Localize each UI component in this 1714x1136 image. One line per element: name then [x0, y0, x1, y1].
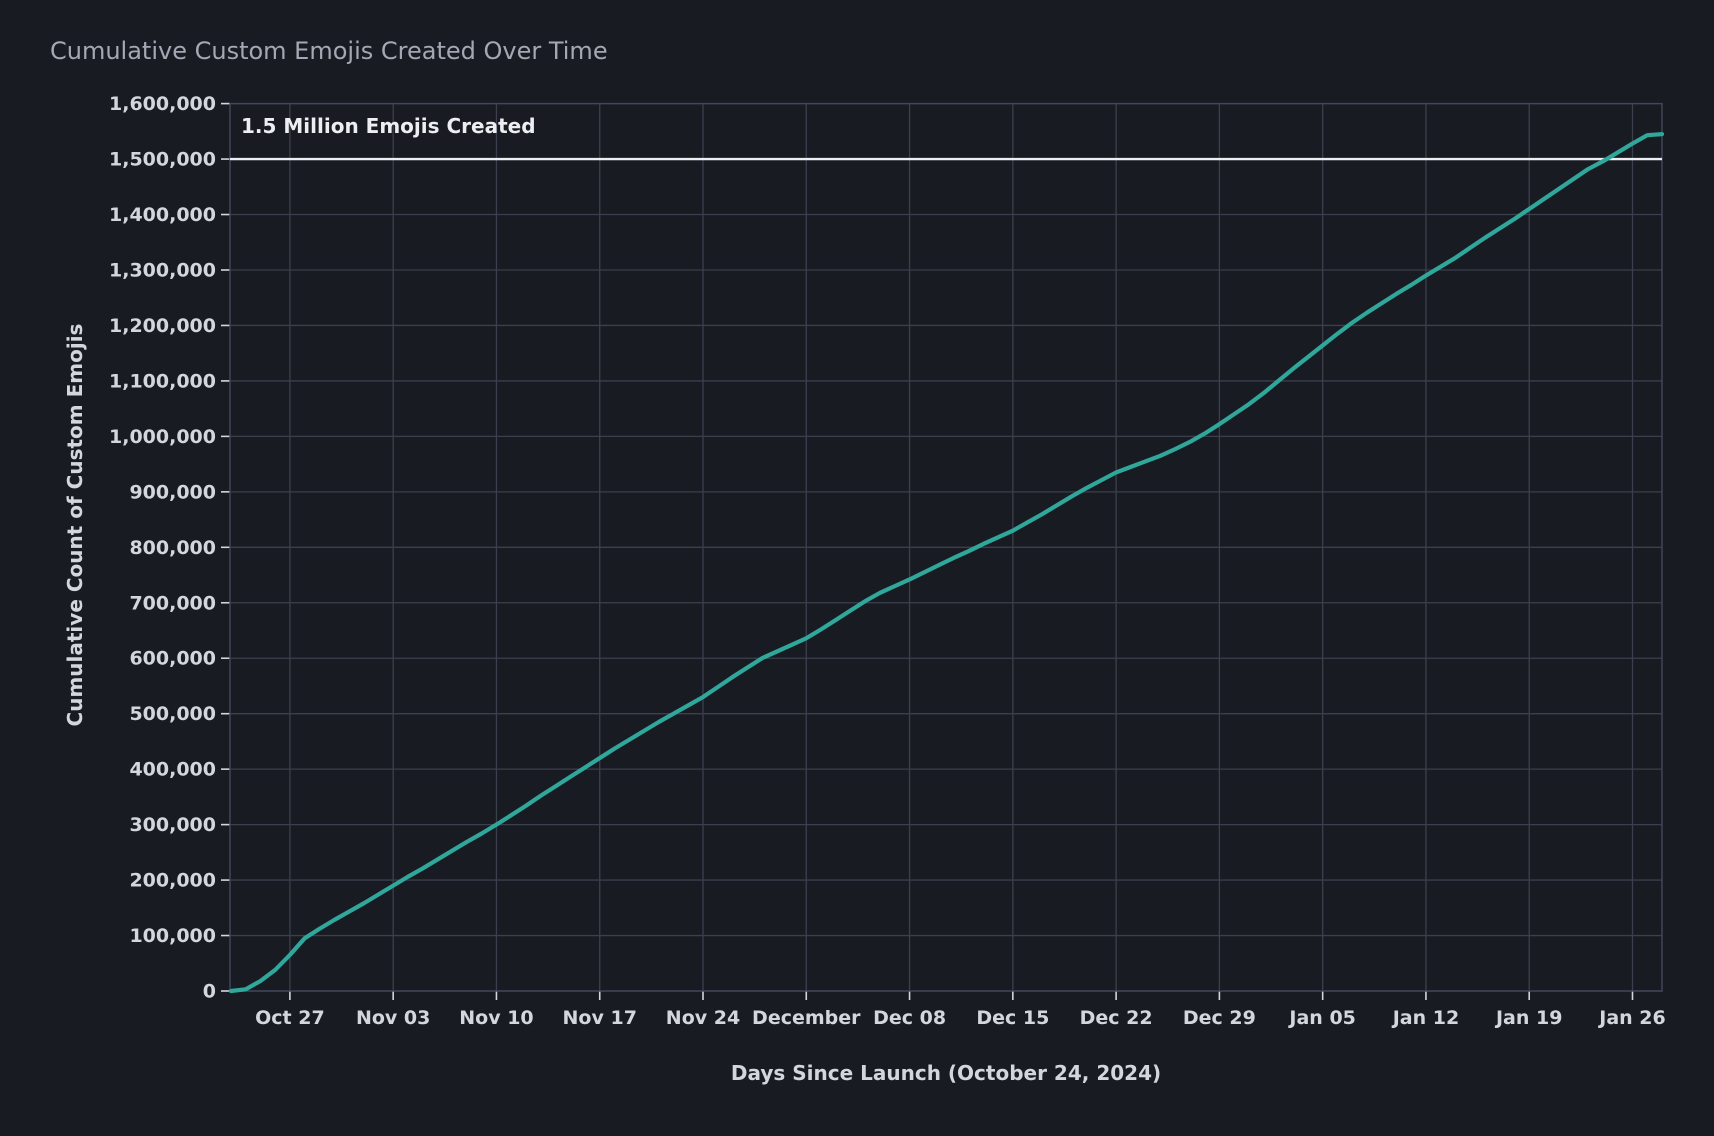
x-tick-label: Dec 08 — [873, 1007, 946, 1029]
y-tick-label: 1,400,000 — [109, 204, 216, 226]
y-tick-label: 200,000 — [129, 870, 216, 892]
y-axis-title: Cumulative Count of Custom Emojis — [63, 324, 87, 727]
y-tick-label: 1,200,000 — [109, 315, 216, 337]
y-tick-label: 1,600,000 — [109, 93, 216, 115]
y-tick-label: 900,000 — [129, 481, 216, 503]
gridlines — [230, 102, 1662, 992]
x-tick-label: Dec 15 — [976, 1007, 1049, 1029]
x-tick-label: Jan 19 — [1494, 1007, 1562, 1029]
y-tick-label: 800,000 — [129, 537, 216, 559]
y-tick-label: 1,500,000 — [109, 149, 216, 171]
x-tick-label: Nov 03 — [356, 1007, 430, 1029]
x-tick-label: Jan 05 — [1287, 1007, 1355, 1029]
x-tick-label: Oct 27 — [255, 1007, 325, 1029]
cumulative-emojis-line — [228, 132, 1665, 994]
y-tick-label: 1,100,000 — [109, 370, 216, 392]
x-axis-tick-labels: Oct 27 Nov 03 Nov 10 Nov 17 Nov 24 December De… — [255, 1007, 1666, 1029]
x-tick-label: Nov 10 — [459, 1007, 533, 1029]
x-tick-label: Nov 17 — [563, 1007, 637, 1029]
x-axis-title: Days Since Launch (October 24, 2024) — [731, 1061, 1161, 1085]
y-tick-label: 1,000,000 — [109, 426, 216, 448]
x-tick-label: Dec 22 — [1080, 1007, 1153, 1029]
threshold-label: 1.5 Million Emojis Created — [241, 114, 536, 138]
plot-frame — [229, 102, 1663, 992]
x-tick-label: Jan 12 — [1391, 1007, 1459, 1029]
y-tick-label: 400,000 — [129, 759, 216, 781]
x-tick-label: Dec 29 — [1183, 1007, 1256, 1029]
y-axis-tick-labels: 0 100,000 200,000 300,000 400,000 500,000 600,… — [109, 93, 216, 1002]
y-tick-label: 600,000 — [129, 648, 216, 670]
chart-title: Cumulative Custom Emojis Created Over Ti… — [50, 37, 608, 65]
y-tick-label: 300,000 — [129, 814, 216, 836]
y-tick-label: 500,000 — [129, 703, 216, 725]
x-tick-label: December — [752, 1007, 861, 1029]
x-tick-label: Jan 26 — [1597, 1007, 1665, 1029]
axis-tick-marks — [221, 102, 1634, 1000]
y-tick-label: 0 — [203, 981, 216, 1003]
x-tick-label: Nov 24 — [666, 1007, 740, 1029]
y-tick-label: 700,000 — [129, 592, 216, 614]
y-tick-label: 1,300,000 — [109, 259, 216, 281]
y-tick-label: 100,000 — [129, 925, 216, 947]
